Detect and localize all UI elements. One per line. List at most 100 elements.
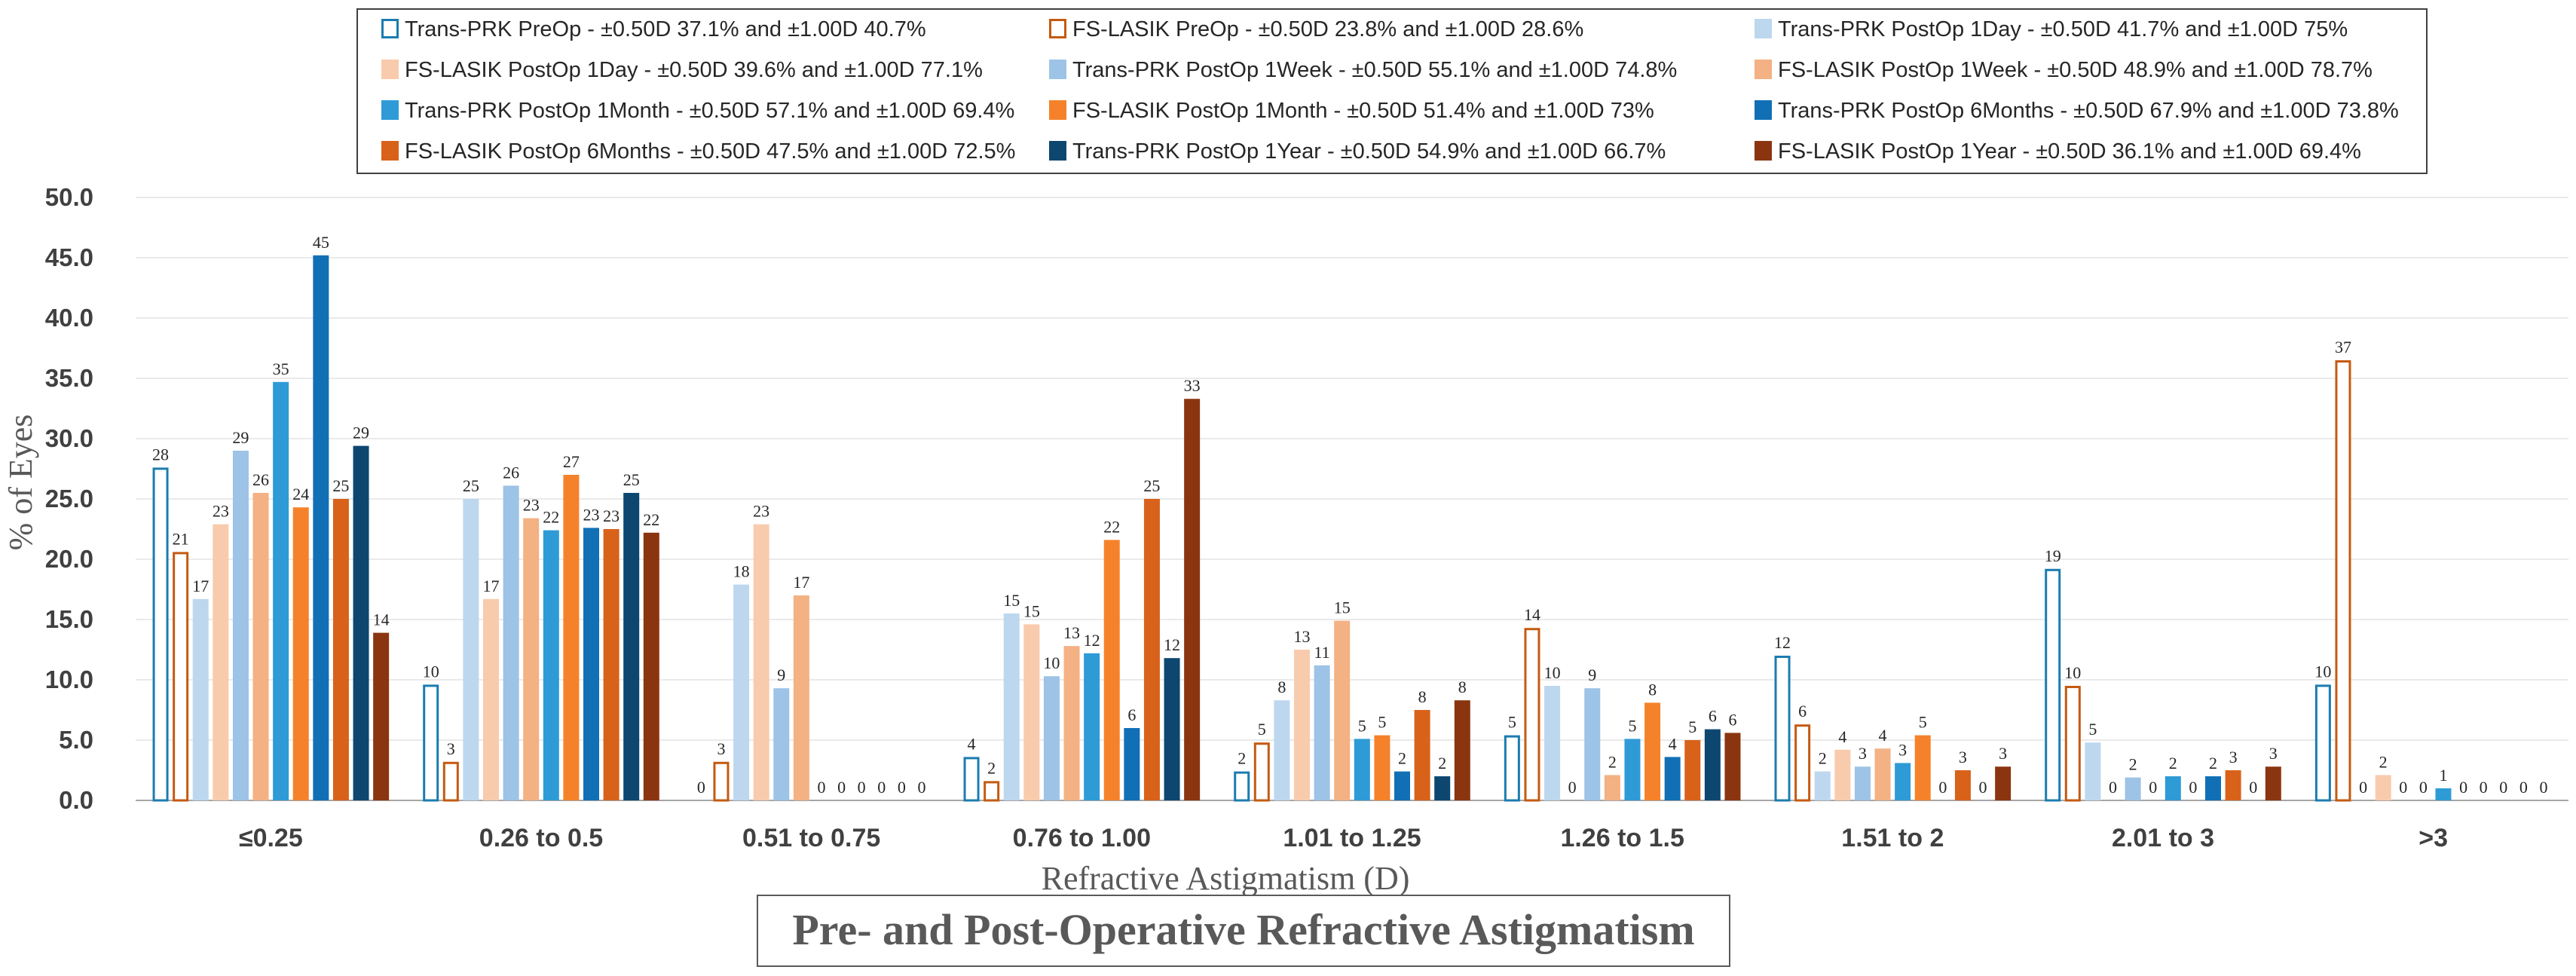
y-tick-label: 25.0 (45, 485, 93, 512)
data-label: 4 (1669, 734, 1677, 753)
bar (1644, 702, 1661, 800)
data-label: 2 (1438, 754, 1446, 773)
bar (1124, 728, 1140, 800)
bar (1834, 749, 1851, 800)
data-label: 0 (2359, 778, 2367, 797)
y-tick-label: 45.0 (45, 243, 93, 271)
bar (713, 761, 730, 802)
data-label: 25 (623, 470, 640, 489)
data-label: 10 (1544, 663, 1561, 682)
bar (1664, 757, 1681, 800)
data-label: 3 (447, 739, 455, 758)
bar (252, 493, 269, 800)
x-tick-label: 2.01 to 3 (2112, 824, 2214, 852)
data-label: 0 (877, 778, 886, 797)
bar (483, 598, 499, 800)
data-label: 15 (1334, 598, 1351, 617)
bar (2375, 775, 2391, 800)
legend-swatch (1755, 100, 1772, 120)
data-label: 2 (2129, 755, 2137, 774)
bar (1854, 766, 1871, 800)
data-label: 23 (583, 505, 600, 524)
data-labels: 2821172329263524452529141032517262322272… (152, 233, 2547, 797)
bar (1354, 739, 1370, 800)
bar (1164, 658, 1180, 800)
data-label: 5 (2088, 720, 2097, 739)
data-label: 12 (1084, 631, 1100, 650)
data-label: 5 (1508, 713, 1516, 732)
bar (213, 524, 229, 800)
legend-label: FS-LASIK PreOp - ±0.50D 23.8% and ±1.00D… (1072, 17, 1583, 41)
data-label: 0 (2399, 778, 2407, 797)
y-tick-label: 40.0 (45, 304, 93, 332)
gridlines (136, 197, 2568, 801)
data-label: 19 (2045, 546, 2061, 565)
bar (1814, 771, 1831, 800)
data-label: 17 (793, 573, 809, 592)
bar (1253, 742, 1270, 802)
legend-swatch (381, 19, 399, 38)
legend-swatch (1755, 141, 1772, 161)
bar (313, 255, 329, 800)
data-label: 0 (697, 778, 705, 797)
bar (2314, 684, 2331, 802)
bar (2225, 770, 2241, 800)
bar (733, 584, 750, 800)
bar (353, 445, 369, 800)
title-frame (757, 895, 1730, 967)
data-label: 3 (2229, 748, 2238, 766)
legend-swatch (1049, 19, 1066, 38)
bar (1454, 700, 1470, 800)
bar (332, 499, 349, 800)
data-label: 2 (1819, 749, 1827, 768)
bar (292, 507, 309, 800)
data-label: 6 (1127, 705, 1136, 724)
data-label: 0 (2519, 778, 2528, 797)
legend-label: Trans-PRK PreOp - ±0.50D 37.1% and ±1.00… (405, 17, 926, 41)
bar (1874, 748, 1891, 800)
data-label: 0 (2499, 778, 2507, 797)
data-label: 3 (717, 739, 725, 758)
data-label: 0 (1979, 778, 1987, 797)
data-label: 25 (463, 476, 479, 495)
data-label: 15 (1003, 591, 1020, 610)
data-label: 0 (2459, 778, 2467, 797)
legend-label: FS-LASIK PostOp 1Day - ±0.50D 39.6% and … (405, 58, 983, 82)
data-label: 26 (252, 470, 269, 489)
data-label: 0 (2419, 778, 2428, 797)
bar (643, 532, 659, 800)
data-label: 2 (2209, 754, 2217, 773)
data-label: 8 (1458, 678, 1467, 696)
bar (273, 381, 289, 800)
data-label: 5 (1258, 720, 1266, 739)
data-label: 24 (292, 485, 309, 503)
bar (1624, 739, 1641, 800)
bar (623, 493, 640, 800)
data-label: 14 (1524, 605, 1540, 624)
data-label: 5 (1919, 713, 1927, 732)
bar (1043, 676, 1060, 800)
data-label: 4 (1879, 726, 1887, 745)
bar (423, 684, 439, 802)
data-label: 13 (1063, 623, 1080, 642)
bar (2085, 742, 2101, 800)
bar (1895, 763, 1911, 800)
data-label: 0 (2480, 778, 2488, 797)
legend-swatch (1755, 19, 1772, 38)
data-label: 23 (523, 496, 540, 515)
data-label: 22 (543, 508, 559, 527)
bar (2165, 776, 2181, 800)
data-label: 28 (152, 445, 169, 464)
bar (2125, 777, 2141, 800)
legend: Trans-PRK PreOp - ±0.50D 37.1% and ±1.00… (356, 8, 2428, 174)
data-label: 14 (373, 610, 390, 629)
bar (2064, 686, 2081, 802)
bar (192, 598, 209, 800)
data-label: 17 (192, 577, 209, 595)
data-label: 17 (483, 577, 500, 595)
bar (1103, 540, 1120, 800)
data-label: 0 (2109, 778, 2117, 797)
data-label: 25 (332, 476, 349, 495)
legend-swatch (1755, 60, 1772, 79)
